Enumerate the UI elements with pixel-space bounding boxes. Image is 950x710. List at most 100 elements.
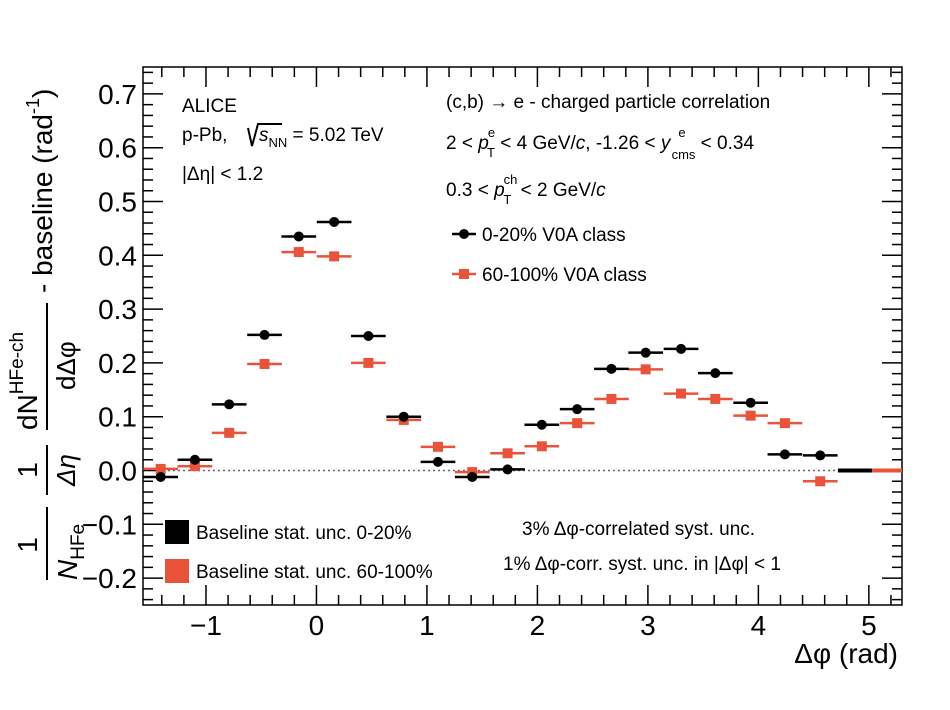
x-tick-label: 1 [419,610,435,641]
data-point [745,397,756,408]
y-tick-label: −0.1 [82,509,137,540]
data-point [536,419,547,430]
pt-e-range: 2 < pe T < 4 GeV/c, -1.26 < ye cms < 0.34 [446,125,754,162]
data-point [676,343,687,354]
data-point [363,331,374,341]
y-tick-label: 0.6 [98,133,137,164]
ylabel-frac2-den: Δη [51,454,81,487]
ylabel-frac1-den-main: N [52,559,83,580]
data-point [745,410,756,421]
y-symbol: y [659,133,672,154]
data-point [398,411,409,422]
ylabel-frac1-num: 1 [12,537,43,553]
plot-frame [142,66,903,606]
legend-band-1-swatch [165,559,189,583]
c-symbol: c [576,133,586,154]
ylabel-frac3-den: dΔφ [51,341,81,390]
data-point [155,463,166,474]
x-tick-labels: −1 0 1 2 3 4 5 [190,610,877,641]
legend-band-0: Baseline stat. unc. 0-20% [165,520,412,544]
y-tick-label: 0.7 [98,79,137,110]
data-point [502,448,513,459]
pt-symbol: p [477,133,489,154]
sqrt-s-text: sNN = 5.02 TeV [259,125,384,150]
data-point [572,404,583,415]
syst-note-2: 1% Δφ-corr. syst. unc. in |Δφ| < 1 [503,554,781,575]
ylabel-frac1-den: NHFe [52,524,89,580]
legend-band-1-label: Baseline stat. unc. 60-100% [196,562,433,583]
y-tick-label: 0.2 [98,348,137,379]
legend-band-1: Baseline stat. unc. 60-100% [165,559,433,583]
eta-cut: |Δη| < 1.2 [182,164,263,185]
data-point [779,449,790,460]
data-point [432,456,443,467]
data-point [502,464,513,475]
axis-ticks [143,67,902,605]
syst-note-1: 3% Δφ-correlated syst. unc. [522,519,755,540]
x-axis-label: Δφ (rad) [794,638,898,669]
data-point [293,231,304,242]
system-text: p-Pb, [182,125,227,146]
baseline-band-0 [837,468,873,473]
ylabel-frac2-num: 1 [12,462,43,478]
y-cms-sub: cms [672,147,696,162]
legend-series-0: 0-20% V0A class [452,225,626,246]
legend-band-0-swatch [165,520,189,544]
x-tick-label: 5 [861,610,877,641]
pt-ch-sup: ch [504,172,518,187]
y-tick-label: −0.2 [82,563,137,594]
data-point [536,441,547,452]
ylabel-frac1-den-sub: HFe [68,524,89,560]
data-point [259,329,270,340]
baseline-band-1 [872,468,902,473]
pt-ch-range: 0.3 < pch T < 2 GeV/c [446,172,606,207]
x-tick-label: 3 [640,610,656,641]
legend-1-label: 60-100% V0A class [482,265,647,286]
ylabel-suffix-sup: -1 [23,98,43,114]
x-tick-label: 0 [309,610,325,641]
series-0-20 [143,216,838,482]
data-point [189,454,200,465]
data-point [189,461,200,472]
x-tick-label: −1 [190,610,222,641]
chart-title: (c,b) → e - charged particle correlation [446,92,770,113]
data-point [329,216,340,227]
legend-band-0-label: Baseline stat. unc. 0-20% [196,523,412,544]
data-point [572,418,583,429]
system-suffix: = 5.02 TeV [287,125,384,146]
data-point [815,450,826,461]
legend-series-1: 60-100% V0A class [452,265,647,286]
collision-system: p-Pb, sNN = 5.02 TeV [182,123,384,150]
ylabel-suffix: - baseline (rad-1) [23,89,58,293]
system-prefix: p-Pb, [182,125,227,146]
ylabel-frac3-num: dNHFe-ch [7,332,43,430]
data-point [710,393,721,404]
y-axis-label: 1 NHFe 1 Δη dNHFe-ch dΔφ - baseline (rad… [7,89,89,580]
data-point [224,427,235,438]
y-tick-label: 0.1 [98,402,137,433]
y-tick-label: 0.0 [98,456,137,487]
data-point [293,247,304,258]
data-point [224,399,235,410]
data-point [815,476,826,487]
ylabel-suffix-close: ) [27,89,58,98]
legend-0-marker [459,229,469,239]
y-tick-labels: −0.2 −0.1 0.0 0.1 0.2 0.3 0.4 0.5 0.6 0.7 [82,79,137,594]
y-tick-label: 0.4 [98,240,137,271]
ylabel-frac3-num-sup: HFe-ch [7,332,28,394]
legend-0-label: 0-20% V0A class [482,225,626,246]
y-tick-label: 0.3 [98,294,137,325]
pt-e-sup: e [488,125,495,140]
data-point [155,471,166,482]
ylabel-frac3-num-main: dN [12,394,43,430]
data-point [640,347,651,358]
ylabel-suffix-text: - baseline (rad [27,114,58,293]
data-point [710,368,721,379]
pt-ch-T-sub: T [503,192,511,207]
data-point [363,357,374,368]
data-point [640,364,651,375]
data-point [467,471,478,482]
y-e-sup: e [678,125,685,140]
sqrt-sub: NN [269,135,288,150]
